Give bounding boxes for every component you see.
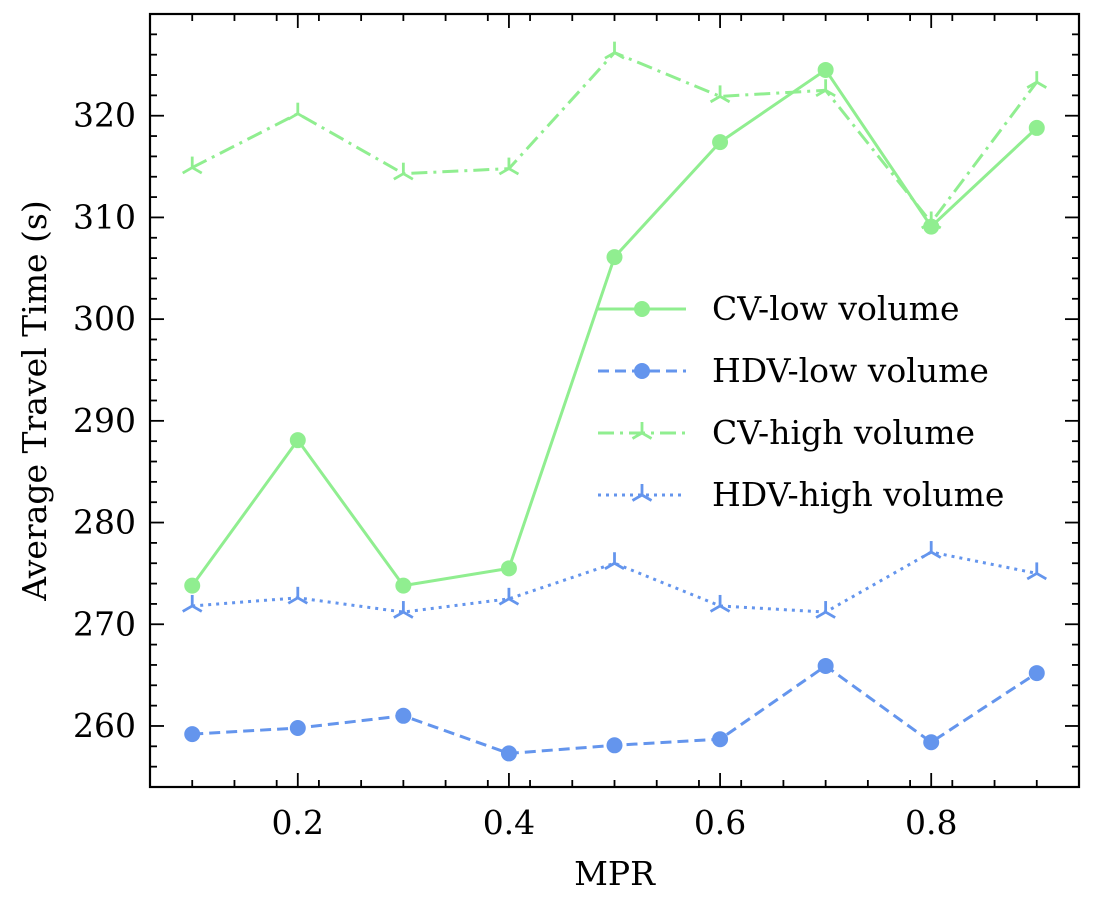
y-tick-label: 300	[73, 299, 136, 338]
data-point	[393, 601, 414, 619]
data-point	[606, 737, 623, 754]
data-point	[289, 720, 306, 737]
data-point	[184, 577, 201, 594]
legend-label: CV-high volume	[712, 413, 975, 452]
data-point	[604, 552, 625, 570]
series-1	[184, 61, 1045, 594]
data-point	[920, 541, 942, 559]
y-tick-label: 280	[73, 503, 136, 542]
x-tick-label: 0.2	[272, 803, 324, 842]
series-2	[184, 657, 1045, 762]
data-point	[500, 560, 517, 577]
legend-marker	[631, 422, 653, 440]
data-point	[182, 156, 203, 175]
legend-item: HDV-high volume	[598, 475, 1004, 514]
data-point	[815, 79, 836, 97]
legend-item: HDV-low volume	[598, 351, 989, 390]
data-point	[395, 707, 412, 724]
data-point	[498, 587, 520, 606]
legend-marker	[631, 484, 653, 502]
x-tick-label: 0.8	[905, 803, 957, 842]
legend-label: CV-low volume	[712, 289, 960, 328]
y-tick-label: 270	[73, 604, 136, 643]
series-3	[182, 41, 1047, 230]
data-point	[923, 734, 940, 751]
legend-label: HDV-high volume	[712, 475, 1004, 514]
data-point	[709, 594, 731, 613]
legend-item: CV-low volume	[598, 289, 960, 328]
y-tick-label: 310	[73, 197, 136, 236]
data-point	[606, 249, 623, 266]
legend-marker	[634, 301, 650, 317]
data-point	[1028, 665, 1045, 682]
plot-frame	[148, 12, 1081, 789]
data-point	[709, 85, 731, 104]
data-point	[287, 586, 309, 605]
legend-item: CV-high volume	[598, 413, 975, 452]
y-tick-label: 260	[73, 706, 136, 745]
y-tick-label: 290	[73, 401, 136, 440]
y-tick-label: 320	[73, 96, 136, 135]
data-point	[184, 726, 201, 743]
data-point	[500, 745, 517, 762]
data-point	[289, 432, 306, 449]
data-point	[604, 41, 625, 60]
legend-label: HDV-low volume	[712, 351, 989, 390]
y-axis-label: Average Travel Time (s)	[15, 200, 54, 602]
data-point	[817, 657, 834, 674]
series-4	[182, 541, 1047, 619]
x-axis-label: MPR	[574, 854, 656, 893]
data-point	[1028, 119, 1045, 136]
legend-marker	[634, 363, 650, 379]
series-line	[192, 550, 1038, 614]
data-point	[712, 731, 729, 748]
data-point	[815, 601, 836, 619]
series-layer	[182, 41, 1047, 762]
x-tick-label: 0.6	[694, 803, 746, 842]
data-point	[182, 594, 203, 613]
data-point	[498, 157, 520, 176]
data-point	[1026, 562, 1047, 581]
data-point	[393, 162, 414, 181]
data-point	[287, 102, 309, 121]
legend: CV-low volume HDV-low volume CV-high volum…	[598, 289, 1004, 514]
data-point	[817, 61, 834, 78]
data-point	[395, 577, 412, 594]
x-tick-label: 0.4	[483, 803, 535, 842]
data-point	[1026, 71, 1047, 89]
data-point	[920, 211, 942, 230]
data-point	[712, 134, 729, 151]
